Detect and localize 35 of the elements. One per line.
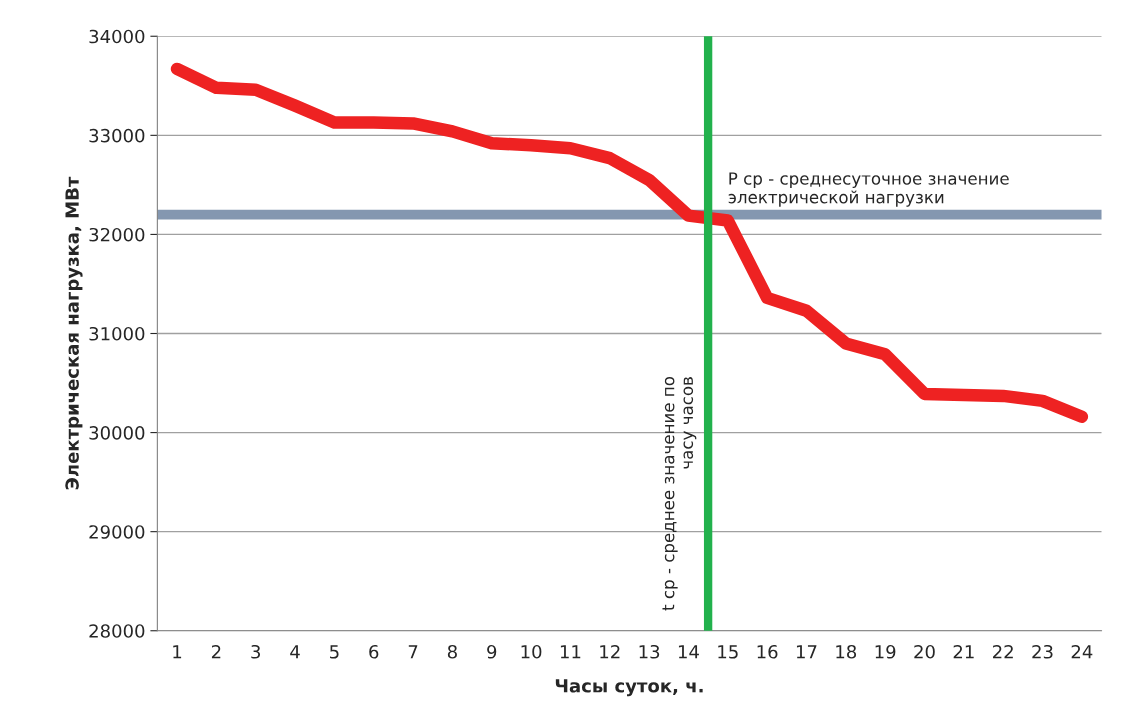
x-tick-label: 2 bbox=[211, 644, 221, 659]
x-tick-label: 23 bbox=[1032, 644, 1053, 659]
ref-line-label: t ср - среднее значение по часу часов bbox=[662, 376, 697, 611]
y-tick-label: 28000 bbox=[89, 624, 145, 638]
x-axis-title: Часы суток, ч. bbox=[555, 679, 703, 697]
x-tick-label: 10 bbox=[521, 644, 542, 659]
x-tick-label: 12 bbox=[600, 644, 620, 659]
x-tick-label: 17 bbox=[796, 645, 817, 659]
x-tick-label: 22 bbox=[993, 644, 1013, 659]
ref-line-label: P ср - среднесуточное значение электрической нагрузки bbox=[728, 172, 1009, 207]
x-tick-label: 1 bbox=[173, 645, 182, 659]
y-tick-label: 32000 bbox=[89, 227, 145, 242]
y-tick-label: 30000 bbox=[89, 426, 145, 440]
x-tick-label: 15 bbox=[718, 645, 738, 659]
x-tick-label: 21 bbox=[953, 644, 974, 659]
x-tick-label: 14 bbox=[678, 645, 699, 659]
x-tick-label: 13 bbox=[639, 644, 660, 659]
x-tick-label: 16 bbox=[757, 644, 778, 659]
x-tick-label: 8 bbox=[447, 644, 457, 659]
x-tick-label: 6 bbox=[369, 644, 379, 659]
y-tick-label: 33000 bbox=[89, 128, 145, 143]
x-tick-label: 5 bbox=[330, 645, 339, 659]
x-tick-label: 18 bbox=[836, 644, 857, 659]
y-tick-label: 34000 bbox=[89, 29, 145, 44]
y-tick-label: 31000 bbox=[89, 326, 145, 341]
y-axis-title: Электрическая нагрузка, МВт bbox=[65, 176, 83, 490]
y-tick-label: 29000 bbox=[89, 525, 145, 539]
x-tick-label: 19 bbox=[875, 644, 896, 659]
x-tick-label: 9 bbox=[487, 644, 497, 659]
x-tick-label: 4 bbox=[290, 645, 300, 659]
x-tick-label: 20 bbox=[914, 644, 935, 659]
x-tick-label: 24 bbox=[1071, 644, 1093, 659]
x-tick-label: 11 bbox=[560, 645, 581, 659]
x-tick-label: 7 bbox=[408, 645, 418, 659]
x-tick-label: 3 bbox=[251, 644, 261, 659]
